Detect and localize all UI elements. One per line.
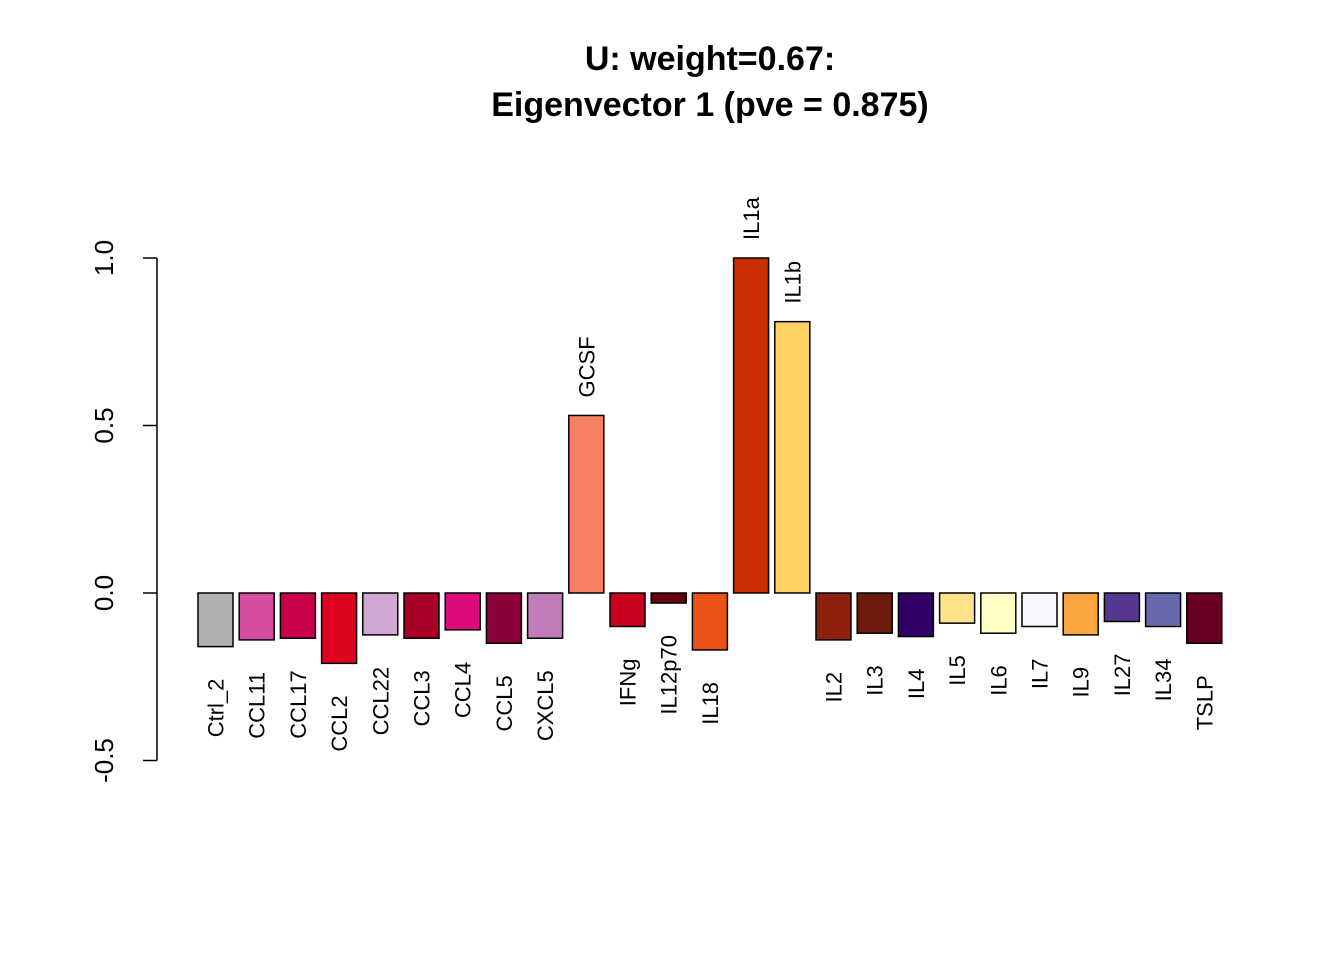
bar-label-IL4: IL4 [904,669,929,700]
bar-label-IFNg: IFNg [616,659,641,707]
bar-TSLP [1186,592,1223,644]
bar-label-IL3: IL3 [863,665,888,696]
bar-IL7 [1021,592,1058,628]
bar-IL27 [1103,592,1141,623]
y-tick-label-1: 0.0 [89,575,119,611]
bar-labels: Ctrl_2 CCL11 CCL17 CCL2 CCL22 CCL3 CCL4 CCL5 CXC… [204,196,1218,751]
y-tick-label-0: -0.5 [89,738,119,783]
bar-label-IL34: IL34 [1151,659,1176,702]
bar-IL6 [980,592,1017,634]
bar-IL12p70 [650,592,687,604]
bar-label-Ctrl_2: Ctrl_2 [204,679,229,738]
bar-CCL22 [362,592,399,636]
bar-label-IL9: IL9 [1069,667,1094,698]
bar-label-CCL4: CCL4 [451,662,476,718]
bar-IL5 [938,592,976,624]
chart-title: U: weight=0.67: [585,40,835,78]
bar-label-GCSF: GCSF [574,336,599,397]
bar-Ctrl_2 [197,592,234,648]
bar-CCL2 [320,592,358,665]
bar-label-CCL17: CCL17 [286,670,311,738]
bar-CCL5 [485,592,523,644]
bar-label-CCL2: CCL2 [327,695,352,751]
bar-IL9 [1062,592,1099,636]
bar-CCL17 [279,592,317,639]
bar-label-IL1b: IL1b [780,261,805,304]
bar-IL1b [774,320,811,594]
y-axis: -0.5 0.0 0.5 1.0 [89,240,158,783]
bars [197,257,1223,665]
bar-CCL4 [444,592,481,631]
bar-IL2 [815,592,852,641]
bar-GCSF [568,414,605,594]
bar-CXCL5 [526,592,564,639]
bar-label-CCL22: CCL22 [368,667,393,735]
bar-label-IL18: IL18 [698,682,723,725]
bar-label-IL1a: IL1a [739,196,764,240]
bar-IL18 [691,592,729,651]
bar-IL3 [856,592,893,634]
bar-label-CCL11: CCL11 [245,672,270,739]
bar-IL4 [897,592,935,638]
bar-IFNg [609,592,646,628]
bar-label-CXCL5: CXCL5 [533,670,558,741]
bar-label-CCL5: CCL5 [492,675,517,731]
bar-label-IL27: IL27 [1110,653,1135,696]
bar-CCL3 [403,592,440,639]
bar-IL34 [1144,592,1182,628]
bar-label-IL5: IL5 [945,655,970,686]
bar-label-IL7: IL7 [1028,659,1053,690]
bar-label-CCL3: CCL3 [410,670,435,726]
bar-IL1a [732,257,770,594]
chart-subtitle: Eigenvector 1 (pve = 0.875) [491,86,928,124]
bar-label-IL6: IL6 [986,665,1011,696]
y-tick-label-2: 0.5 [89,407,119,443]
bar-label-TSLP: TSLP [1192,675,1217,730]
bar-CCL11 [238,592,275,641]
bar-label-IL12p70: IL12p70 [657,635,682,715]
y-tick-label-3: 1.0 [89,240,119,276]
bar-label-IL2: IL2 [822,672,847,703]
